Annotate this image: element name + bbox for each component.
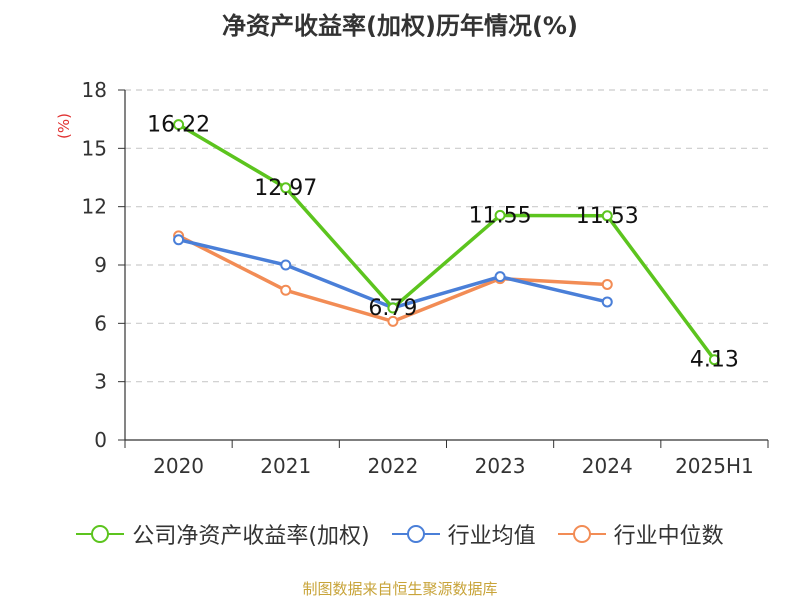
series-industry-avg-point — [280, 259, 292, 271]
x-tick-label: 2024 — [582, 454, 633, 478]
y-axis-unit-label: (%) — [55, 113, 73, 139]
data-label-company: 11.53 — [576, 204, 639, 229]
series-company-point — [601, 210, 613, 222]
series-company-point — [387, 302, 399, 314]
y-tick-label: 3 — [94, 370, 107, 394]
series-company-point — [280, 182, 292, 194]
x-tick-label: 2022 — [367, 454, 418, 478]
series-industry-avg-point — [494, 271, 506, 283]
x-tick-label: 2023 — [475, 454, 526, 478]
legend: 公司净资产收益率(加权) 行业均值 行业中位数 — [0, 518, 800, 550]
series-company-point — [173, 119, 185, 131]
source-note: 制图数据来自恒生聚源数据库 — [302, 580, 498, 598]
series-industry-median-point — [601, 278, 613, 290]
data-label-company: 16.22 — [147, 113, 210, 138]
series-company-line — [177, 123, 716, 361]
data-label-company: 11.55 — [469, 203, 532, 228]
x-tick-label: 2025H1 — [675, 454, 754, 478]
y-tick-label: 6 — [94, 311, 107, 335]
label-layer: 16.22 12.97 6.79 11.55 11.53 4.13 — [147, 113, 739, 373]
series-industry-median-point — [387, 315, 399, 327]
series-industry-avg-point — [173, 234, 185, 246]
legend-industry-avg-label: 行业均值 — [447, 524, 536, 549]
grid-layer — [125, 89, 768, 383]
x-tick-label: 2021 — [260, 454, 311, 478]
y-tick-label: 15 — [82, 136, 107, 160]
chart-title: 净资产收益率(加权)历年情况(%) — [222, 12, 578, 40]
y-tick-label: 18 — [82, 78, 107, 102]
legend-industry-median-label: 行业中位数 — [613, 524, 724, 549]
legend-industry-avg-swatch-icon — [391, 525, 440, 543]
x-tick-label: 2020 — [153, 454, 204, 478]
legend-item-industry-avg[interactable]: 行业均值 — [391, 518, 536, 550]
series-company-point — [708, 354, 720, 366]
y-tick-label: 0 — [94, 428, 107, 452]
series-layer — [173, 119, 720, 366]
legend-industry-median-swatch-icon — [557, 525, 606, 543]
y-tick-label: 12 — [82, 195, 107, 219]
legend-company-label: 公司净资产收益率(加权) — [132, 524, 370, 549]
data-label-company: 12.97 — [254, 176, 317, 201]
series-industry-avg-point — [601, 296, 613, 308]
data-label-company: 4.13 — [690, 348, 739, 373]
data-label-company: 6.79 — [368, 296, 417, 321]
y-tick-label: 9 — [94, 253, 107, 277]
series-company-point — [494, 209, 506, 221]
axis-layer: 0 3 6 9 12 15 18 2020 2021 2022 2023 2024 2025H1 (%) — [55, 78, 769, 478]
series-industry-median-point — [280, 284, 292, 296]
legend-company-swatch-icon — [76, 525, 125, 543]
legend-item-industry-median[interactable]: 行业中位数 — [557, 518, 724, 550]
legend-item-company[interactable]: 公司净资产收益率(加权) — [76, 518, 370, 550]
